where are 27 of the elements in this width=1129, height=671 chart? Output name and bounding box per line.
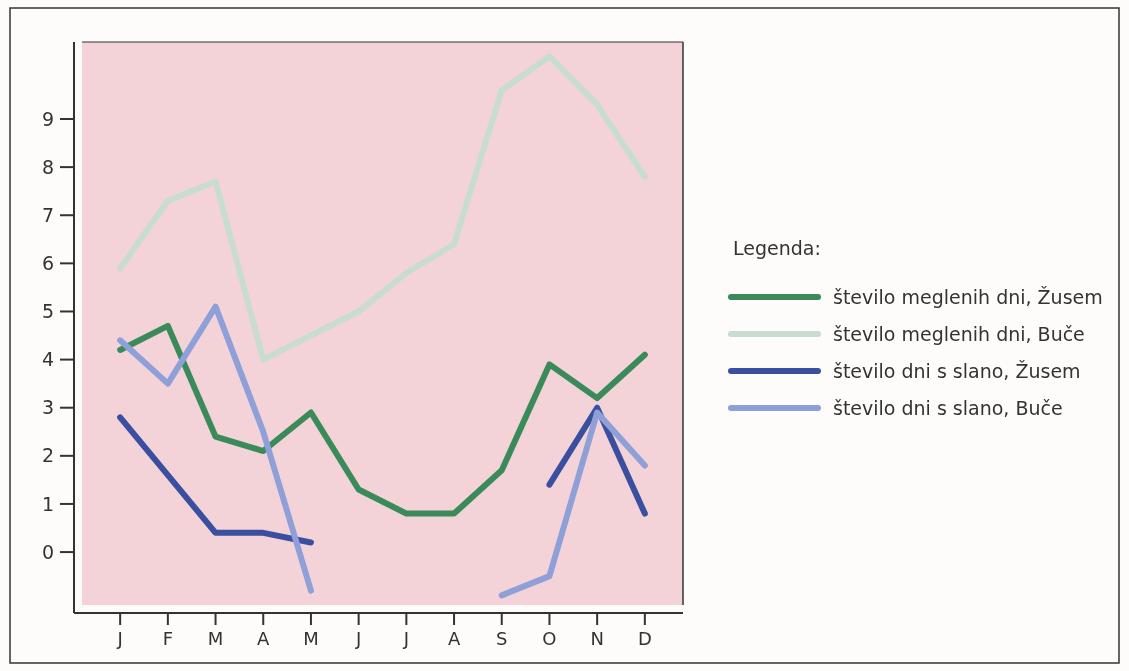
x-tick-label: O — [542, 628, 557, 649]
y-tick-label: 0 — [41, 540, 54, 563]
y-tick-label: 7 — [41, 203, 54, 226]
x-tick-label: J — [354, 628, 362, 649]
legend-label: število meglenih dni, Žusem — [833, 285, 1103, 308]
x-tick-label: F — [162, 628, 174, 649]
x-tick-label: A — [447, 628, 461, 649]
x-tick-label: J — [116, 628, 123, 649]
y-tick-label: 9 — [41, 107, 54, 130]
y-tick-label: 4 — [41, 348, 54, 371]
legend-label: število meglenih dni, Buče — [833, 322, 1085, 345]
y-tick-label: 3 — [41, 396, 54, 419]
legend-label: število dni s slano, Buče — [833, 396, 1063, 419]
x-tick-label: M — [303, 628, 319, 649]
y-tick-label: 1 — [41, 492, 54, 515]
x-tick-label: N — [590, 628, 604, 649]
x-tick-label: S — [496, 628, 508, 649]
x-tick-label: A — [257, 628, 271, 649]
x-tick-label: J — [402, 628, 410, 649]
y-tick-label: 5 — [41, 300, 54, 323]
x-tick-label: M — [207, 628, 224, 649]
legend-title: Legenda: — [733, 237, 821, 259]
y-tick-label: 6 — [41, 252, 54, 274]
legend-label: število dni s slano, Žusem — [833, 359, 1081, 382]
x-tick-label: D — [637, 628, 652, 649]
y-tick-label: 2 — [41, 444, 54, 467]
y-tick-label: 8 — [41, 155, 54, 178]
